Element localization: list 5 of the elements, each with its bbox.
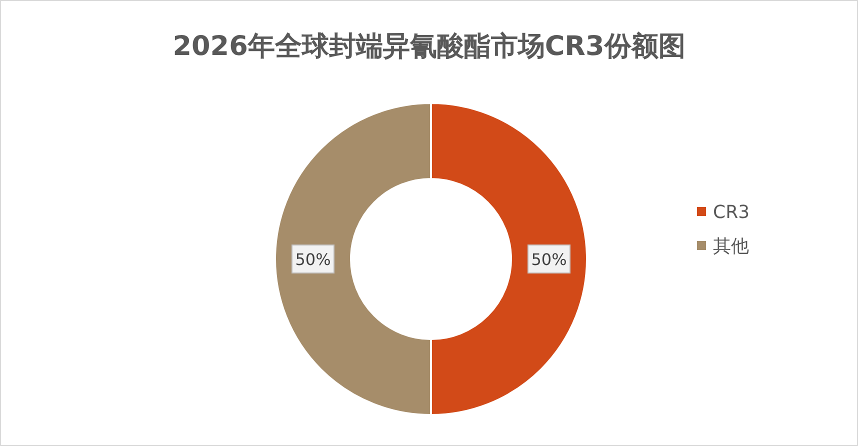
data-label: 50% (531, 250, 567, 269)
data-label: 50% (295, 250, 331, 269)
title: 2026年全球封端异氰酸酯市场CR3份额图 (172, 31, 686, 62)
legend-label: 其他 (713, 236, 749, 257)
legend-label: CR3 (713, 202, 750, 223)
